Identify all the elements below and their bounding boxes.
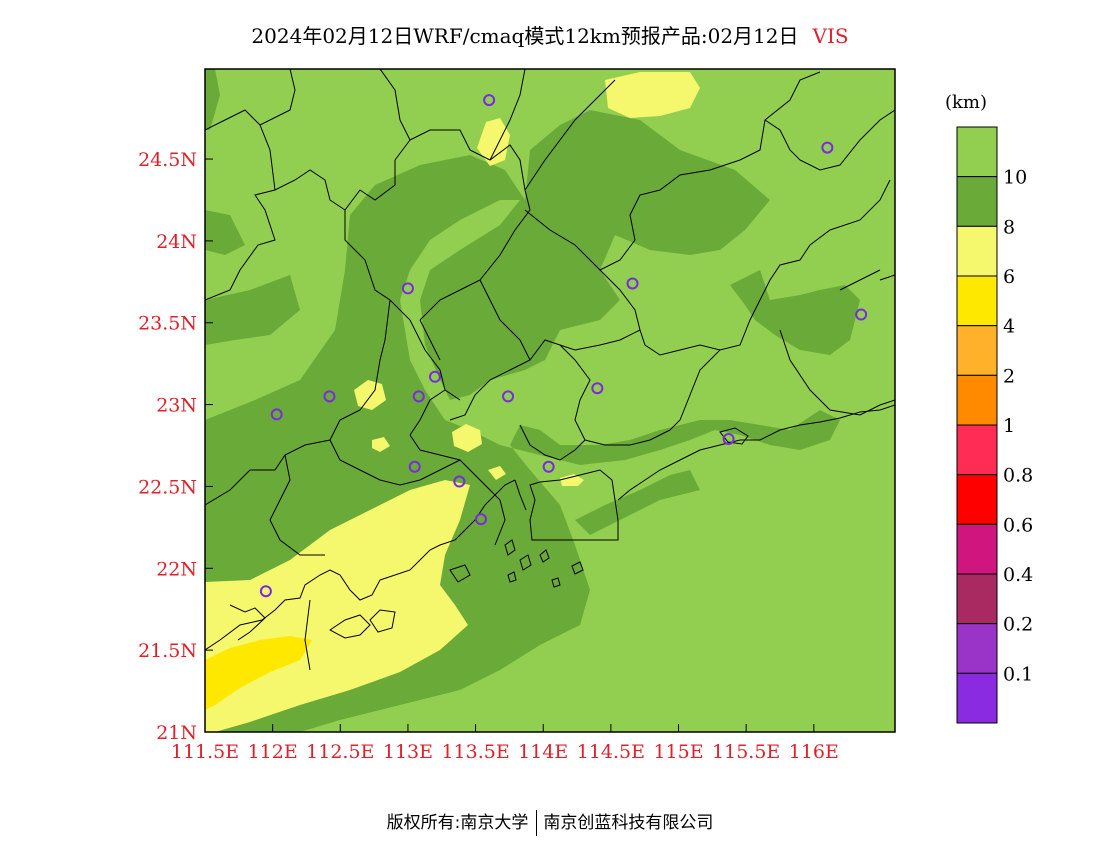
field-band-8-10-east — [730, 270, 860, 355]
legend-label: 2 — [1003, 365, 1015, 387]
field-band-6-8-spot2 — [452, 424, 482, 452]
field-band-8-10-north — [205, 69, 220, 130]
lon-tick-label: 115.5E — [712, 741, 780, 763]
station-marker — [429, 370, 441, 383]
legend-swatch — [956, 126, 998, 178]
visibility-legend: 10 8 6 4 2 1 0.8 0.6 0.4 0.2 0.1 — [956, 126, 1033, 724]
legend-label: 6 — [1003, 266, 1015, 288]
station-marker — [542, 460, 555, 473]
lon-tick-label: 113E — [383, 741, 433, 763]
lon-tick-label: 113.5E — [441, 741, 509, 763]
visibility-field — [205, 69, 895, 732]
lat-tick-label: 23N — [156, 395, 197, 417]
station-marker — [412, 390, 425, 403]
legend-swatch — [956, 275, 998, 327]
legend-label: 0.1 — [1003, 663, 1033, 685]
legend-label: 0.8 — [1003, 465, 1033, 487]
station-marker — [401, 282, 414, 295]
field-band-6-8-spot3 — [372, 437, 390, 452]
lat-tick-label: 23.5N — [138, 313, 197, 335]
legend-label: 0.4 — [1003, 564, 1033, 586]
lon-tick-label: 112.5E — [306, 741, 374, 763]
station-marker — [855, 308, 868, 321]
station-marker — [722, 432, 735, 445]
station-marker — [502, 390, 515, 403]
legend-label: 10 — [1003, 167, 1027, 189]
station-marker — [323, 390, 336, 403]
legend-label: 8 — [1003, 216, 1015, 238]
field-band-6-8-spot1 — [354, 380, 386, 410]
field-band-4-6 — [205, 636, 312, 710]
lon-tick-label: 111.5E — [171, 741, 239, 763]
station-marker — [591, 382, 604, 395]
legend-label: 0.6 — [1003, 514, 1033, 536]
field-band-8-10-nw — [205, 275, 300, 345]
field-band-8-10-west — [205, 210, 245, 255]
coastline — [205, 404, 895, 671]
station-marker — [626, 277, 639, 290]
legend-swatch — [956, 672, 998, 724]
field-band-6-8-spot4 — [560, 474, 584, 486]
legend-label: 0.2 — [1003, 614, 1033, 636]
map-axes: 111.5E 112E 112.5E 113E 113.5E 114E 114.5E 115E… — [138, 149, 839, 763]
lat-tick-label: 24N — [156, 231, 197, 253]
lat-tick-label: 24.5N — [138, 149, 197, 171]
lat-tick-label: 22.5N — [138, 476, 197, 498]
legend-swatch — [956, 474, 998, 525]
station-marker — [259, 585, 272, 598]
legend-label: 4 — [1003, 316, 1015, 338]
field-band-8-10-coast — [575, 470, 700, 535]
footer-company: 南京创蓝科技有限公司 — [543, 813, 714, 833]
lon-tick-label: 116E — [789, 741, 839, 763]
legend-swatch — [956, 424, 998, 476]
station-marker — [475, 513, 487, 526]
admin-boundaries — [205, 69, 895, 556]
station-marker — [821, 141, 834, 154]
legend-swatch — [956, 573, 998, 625]
copyright-footer: 版权所有:南京大学 南京创蓝科技有限公司 — [0, 808, 1100, 836]
lon-tick-label: 115E — [653, 741, 703, 763]
plot-frame — [204, 68, 896, 733]
map-title-variable: VIS — [812, 24, 849, 48]
legend-swatch — [956, 374, 998, 426]
field-band-6-8-spot5 — [488, 466, 506, 480]
lat-tick-label: 21N — [156, 722, 197, 744]
footer-copyright: 版权所有:南京大学 — [386, 813, 529, 833]
map-title-main: 2024年02月12日WRF/cmaq模式12km预报产品:02月12日 — [251, 24, 799, 48]
field-band-6-8-north2 — [477, 118, 510, 166]
legend-swatch — [956, 225, 998, 277]
lat-tick-label: 21.5N — [138, 640, 197, 662]
footer-divider — [536, 810, 538, 836]
legend-swatch — [956, 176, 998, 227]
station-marker — [270, 408, 283, 421]
lon-tick-label: 112E — [248, 741, 298, 763]
legend-unit: (km) — [945, 92, 987, 113]
field-band-6-8-north — [605, 72, 700, 118]
legend-swatch — [956, 325, 998, 376]
station-markers — [259, 94, 868, 598]
legend-label: 1 — [1003, 415, 1015, 437]
legend-swatch — [956, 623, 998, 674]
lat-tick-label: 22N — [156, 558, 197, 580]
lon-tick-label: 114E — [518, 741, 568, 763]
station-marker — [408, 460, 421, 473]
station-marker — [483, 94, 496, 107]
legend-swatch — [956, 523, 998, 575]
map-title: 2024年02月12日WRF/cmaq模式12km预报产品:02月12日 VIS — [0, 20, 1100, 49]
lon-tick-label: 114.5E — [577, 741, 645, 763]
station-marker — [453, 475, 466, 488]
